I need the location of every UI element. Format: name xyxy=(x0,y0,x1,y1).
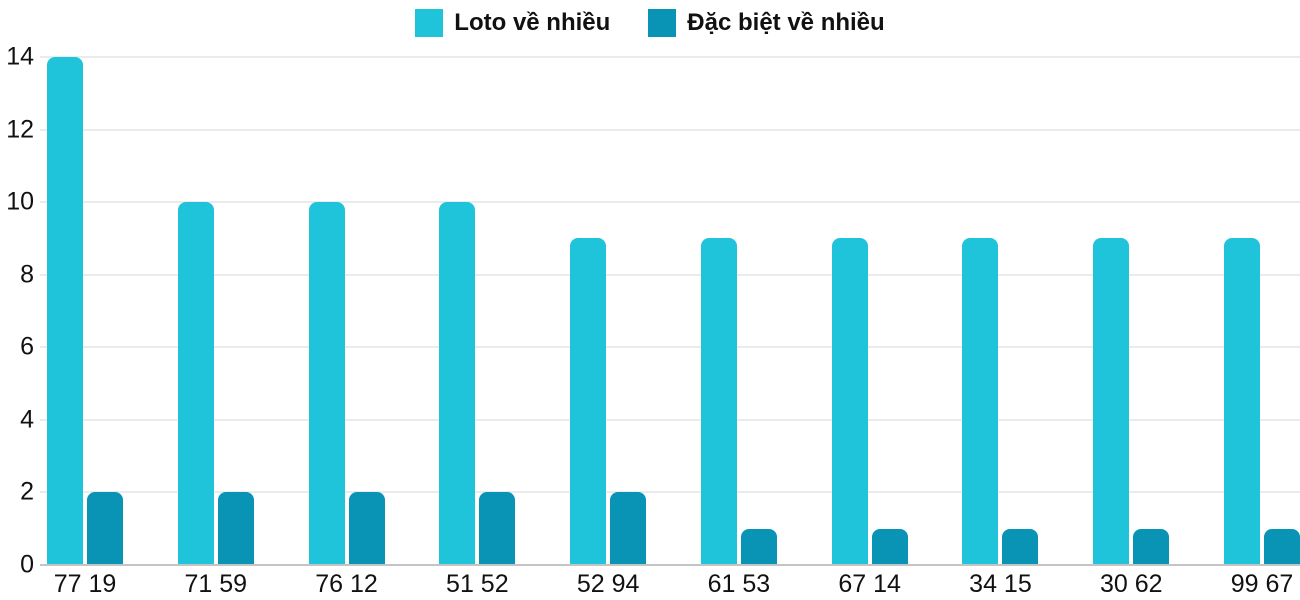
x-axis-category-label: 51 52 xyxy=(446,570,509,598)
bar-loto xyxy=(570,238,607,565)
x-axis-category-label: 34 15 xyxy=(969,570,1032,598)
gridline xyxy=(40,56,1300,58)
bar-loto xyxy=(1224,238,1261,565)
bar-dacbiet xyxy=(217,492,254,565)
legend-label-loto: Loto về nhiều xyxy=(454,9,611,36)
y-axis-tick-label: 14 xyxy=(6,42,34,71)
bar-dacbiet xyxy=(1002,528,1039,565)
gridline xyxy=(40,128,1300,131)
x-axis-category-label: 77 19 xyxy=(53,570,117,598)
bar-loto xyxy=(962,238,999,565)
y-axis-tick-label: 2 xyxy=(20,477,34,506)
legend-swatch-dacbiet-icon xyxy=(648,9,677,37)
bar-dacbiet xyxy=(1264,528,1300,565)
bar-loto xyxy=(700,238,737,565)
y-axis-tick-label: 0 xyxy=(20,550,34,579)
legend-swatch-loto-icon xyxy=(415,9,444,37)
x-axis-category-label: 67 14 xyxy=(838,570,901,598)
x-axis-category-label: 76 12 xyxy=(315,570,378,598)
bar-dacbiet xyxy=(871,528,908,565)
bar-dacbiet xyxy=(1133,528,1170,565)
bar-dacbiet xyxy=(87,492,123,565)
bar-loto xyxy=(1093,238,1130,565)
legend-item-loto[interactable]: Loto về nhiều xyxy=(415,9,610,37)
bar-dacbiet xyxy=(348,492,385,565)
bar-dacbiet xyxy=(610,492,647,565)
x-axis-category-label: 30 62 xyxy=(1099,570,1163,598)
y-axis-tick-label: 10 xyxy=(6,187,34,216)
gridline xyxy=(40,201,1300,204)
y-axis-tick-label: 6 xyxy=(20,332,34,361)
gridline xyxy=(40,346,1300,349)
x-axis-category-label: 71 59 xyxy=(184,570,248,598)
x-axis-category-label: 61 53 xyxy=(707,570,771,598)
gridline xyxy=(40,273,1300,276)
y-axis-tick-label: 4 xyxy=(20,405,34,434)
y-axis-tick-label: 8 xyxy=(20,260,34,289)
legend-label-dacbiet: Đặc biệt về nhiều xyxy=(687,9,885,36)
bar-loto xyxy=(308,202,345,565)
gridline xyxy=(40,491,1300,494)
x-axis-category-label: 52 94 xyxy=(576,570,640,598)
x-axis-category-label: 99 67 xyxy=(1230,570,1294,598)
legend-item-dacbiet[interactable]: Đặc biệt về nhiều xyxy=(648,9,885,37)
bar-loto xyxy=(47,57,83,565)
bar-dacbiet xyxy=(740,528,777,565)
bar-dacbiet xyxy=(479,492,516,565)
gridline xyxy=(40,418,1300,421)
x-axis-baseline xyxy=(40,564,1300,566)
bar-loto xyxy=(177,202,214,565)
chart-legend: Loto về nhiều Đặc biệt về nhiều xyxy=(0,9,1300,37)
bar-loto xyxy=(831,238,868,565)
bar-loto xyxy=(439,202,476,565)
y-axis-tick-label: 12 xyxy=(6,115,34,144)
